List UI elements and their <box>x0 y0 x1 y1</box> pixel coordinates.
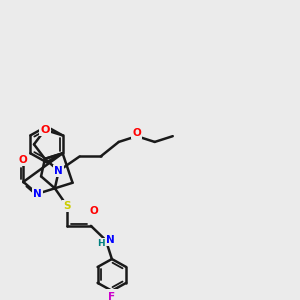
Text: N: N <box>33 189 42 199</box>
Text: O: O <box>89 206 98 216</box>
Text: S: S <box>63 201 70 211</box>
Text: O: O <box>40 125 50 135</box>
Text: F: F <box>108 292 116 300</box>
Text: N: N <box>54 166 63 176</box>
Text: H: H <box>98 239 105 248</box>
Text: N: N <box>106 235 115 245</box>
Text: O: O <box>132 128 141 138</box>
Text: O: O <box>19 155 28 165</box>
